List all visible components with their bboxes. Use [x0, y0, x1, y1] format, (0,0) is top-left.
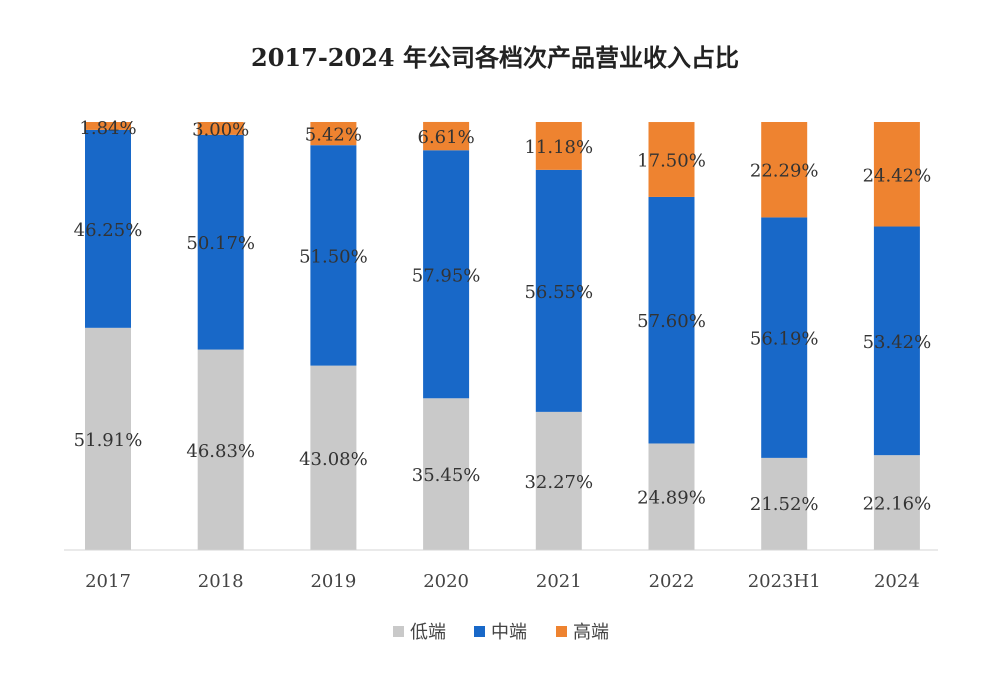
bar-segment-中端-2017	[85, 129, 131, 328]
data-label-高端-2024: 24.42%	[863, 165, 932, 186]
data-label-高端-2017: 1.84%	[79, 118, 136, 139]
data-label-中端-2017: 46.25%	[74, 220, 143, 241]
bar-segment-低端-2023H1	[761, 457, 808, 550]
data-labels-layer: 51.91% 46.25% 1.84% 46.83% 50.17% 3.00% 43.08%…	[74, 118, 932, 515]
bar-segment-高端-2018	[197, 122, 244, 135]
data-label-低端-2022: 24.89%	[637, 488, 706, 509]
bar-segment-中端-2018	[197, 134, 244, 350]
x-tick-label-2019: 2019	[310, 571, 356, 592]
data-label-低端-2018: 46.83%	[186, 441, 255, 462]
bar-segment-高端-2022	[648, 122, 695, 197]
data-label-中端-2023H1: 56.19%	[750, 329, 819, 350]
data-label-高端-2023H1: 22.29%	[750, 161, 819, 182]
bar-segment-高端-2017	[85, 122, 131, 130]
bar-segment-高端-2023H1	[761, 122, 808, 218]
bars-layer	[85, 121, 920, 550]
bar-segment-低端-2017	[85, 327, 131, 550]
legend: 低端 中端 高端	[393, 622, 609, 643]
x-tick-label-2023H1: 2023H1	[748, 571, 821, 592]
chart-title: 2017-2024 年公司各档次产品营业收入占比	[251, 43, 739, 72]
bar-segment-高端-2020	[423, 121, 470, 151]
bar-segment-低端-2024	[873, 455, 920, 550]
legend-swatch-高端	[556, 626, 567, 637]
data-label-中端-2019: 51.50%	[299, 246, 368, 267]
x-tick-label-2020: 2020	[423, 571, 469, 592]
data-label-低端-2019: 43.08%	[299, 449, 368, 470]
bar-segment-低端-2020	[423, 398, 470, 550]
data-label-中端-2024: 53.42%	[863, 332, 932, 353]
bar-segment-中端-2024	[873, 226, 920, 456]
data-label-高端-2019: 5.42%	[305, 125, 362, 146]
data-label-中端-2020: 57.95%	[412, 265, 481, 286]
data-label-低端-2021: 32.27%	[524, 472, 593, 493]
legend-swatch-中端	[474, 626, 485, 637]
bar-segment-中端-2020	[423, 150, 470, 399]
bar-segment-高端-2021	[535, 122, 582, 170]
x-tick-labels: 2017 2018 2019 2020 2021 2022 2023H1 2024	[85, 571, 920, 592]
bar-segment-低端-2021	[535, 411, 582, 550]
data-label-低端-2023H1: 21.52%	[750, 494, 819, 515]
data-label-低端-2024: 22.16%	[863, 494, 932, 515]
legend-label-中端: 中端	[491, 622, 527, 643]
data-label-中端-2021: 56.55%	[524, 282, 593, 303]
legend-label-高端: 高端	[573, 622, 609, 643]
bar-segment-中端-2019	[310, 145, 357, 366]
data-label-高端-2022: 17.50%	[637, 150, 706, 171]
data-label-中端-2018: 50.17%	[186, 233, 255, 254]
bar-segment-中端-2021	[535, 169, 582, 412]
x-tick-label-2024: 2024	[874, 571, 920, 592]
legend-label-低端: 低端	[410, 622, 446, 643]
x-tick-label-2018: 2018	[198, 571, 244, 592]
x-tick-label-2017: 2017	[85, 571, 131, 592]
bar-segment-高端-2024	[873, 122, 920, 227]
bar-segment-高端-2019	[310, 122, 357, 146]
x-tick-label-2021: 2021	[536, 571, 582, 592]
bar-segment-低端-2018	[197, 349, 244, 550]
bar-segment-中端-2022	[648, 196, 695, 444]
data-label-低端-2017: 51.91%	[74, 430, 143, 451]
bar-segment-低端-2019	[310, 365, 357, 550]
data-label-高端-2021: 11.18%	[524, 137, 593, 158]
data-label-高端-2020: 6.61%	[418, 127, 475, 148]
data-label-高端-2018: 3.00%	[192, 119, 249, 140]
x-tick-label-2022: 2022	[649, 571, 695, 592]
legend-swatch-低端	[393, 626, 404, 637]
bar-segment-低端-2022	[648, 443, 695, 550]
data-label-低端-2020: 35.45%	[412, 465, 481, 486]
data-label-中端-2022: 57.60%	[637, 311, 706, 332]
bar-segment-中端-2023H1	[761, 217, 808, 458]
